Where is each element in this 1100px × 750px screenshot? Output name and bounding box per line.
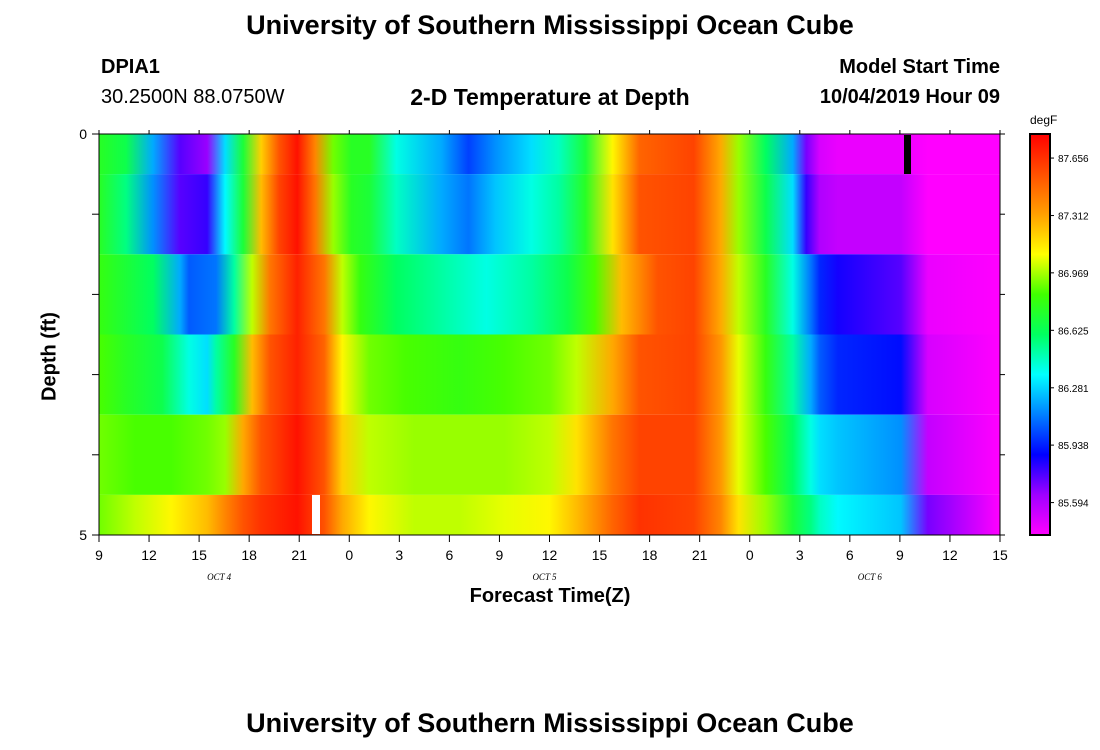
x-date-label: OCT 4 [207,572,232,582]
colorbar-tick-label: 86.625 [1058,326,1089,337]
colorbar-tick-label: 85.938 [1058,441,1089,452]
x-tick-label: 9 [896,547,904,563]
x-date-label: OCT 5 [532,572,557,582]
heatmap-marker-bar [904,135,911,174]
colorbar-unit-label: degF [1030,113,1058,127]
y-axis: 05 [79,126,1005,543]
x-tick-label: 18 [241,547,257,563]
colorbar-tick-label: 86.969 [1058,269,1089,280]
x-tick-label: 9 [496,547,504,563]
x-tick-label: 3 [395,547,403,563]
x-tick-label: 6 [445,547,453,563]
y-tick-label: 0 [79,126,87,142]
x-tick-label: 21 [291,547,307,563]
colorbar-tick-label: 85.594 [1058,499,1089,510]
colorbar-tick-label: 87.656 [1058,154,1089,165]
x-axis-label: Forecast Time(Z) [469,585,631,607]
x-tick-label: 15 [191,547,207,563]
x-tick-label: 12 [942,547,958,563]
x-tick-label: 21 [692,547,708,563]
heatmap-marker-bar [312,495,320,534]
heatmap-depth-layer [99,254,1000,335]
x-tick-label: 12 [542,547,558,563]
heatmap-depth-layer [99,414,1000,495]
colorbar-tick-label: 87.312 [1058,212,1089,223]
heatmap-markers [312,135,911,534]
station-coordinates: 30.2500N 88.0750W [101,86,285,108]
chart-subtitle: 2-D Temperature at Depth [410,84,690,110]
chart-title: University of Southern Mississippi Ocean… [246,10,854,40]
station-id: DPIA1 [101,56,160,78]
heatmap-layers [99,134,1000,535]
colorbar-tick-label: 86.281 [1058,384,1089,395]
footer-title: University of Southern Mississippi Ocean… [246,708,854,738]
x-tick-label: 9 [95,547,103,563]
x-tick-label: 15 [592,547,608,563]
x-tick-label: 18 [642,547,658,563]
colorbar-ramp [1029,133,1051,536]
model-start-label: Model Start Time [839,56,1000,78]
x-tick-label: 6 [846,547,854,563]
heatmap-depth-layer [99,494,1000,535]
x-tick-label: 0 [746,547,754,563]
x-date-label: OCT 6 [858,572,883,582]
heatmap-depth-layer [99,334,1000,415]
heatmap-depth-layer [99,174,1000,255]
heatmap-depth-layer [99,134,1000,175]
y-tick-label: 5 [79,527,87,543]
x-tick-label: 0 [345,547,353,563]
x-tick-label: 12 [141,547,157,563]
x-tick-label: 15 [992,547,1008,563]
colorbar: 87.656 87.312 86.969 86.625 86.281 85.938 85.5… [1029,133,1089,536]
x-tick-label: 3 [796,547,804,563]
model-start-value: 10/04/2019 Hour 09 [819,86,1000,108]
